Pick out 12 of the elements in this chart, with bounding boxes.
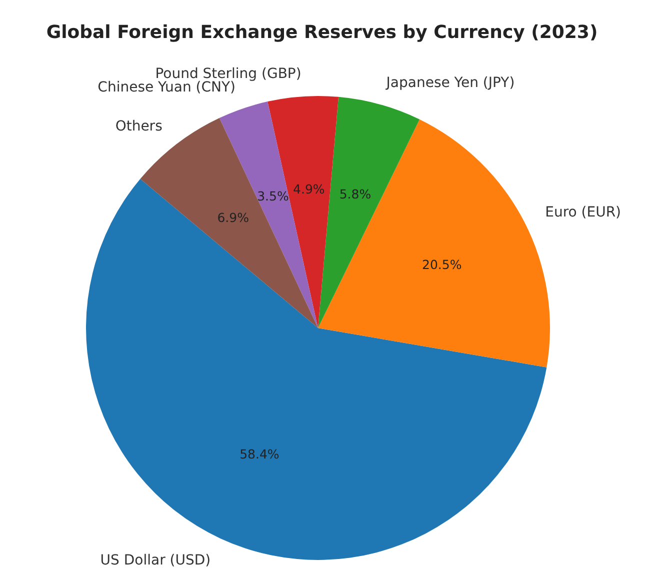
slice-label: US Dollar (USD) (100, 552, 211, 568)
data-label: 4.9% (293, 181, 325, 196)
slice-label: Euro (EUR) (545, 204, 622, 220)
data-label: 3.5% (257, 188, 289, 204)
chart-title: Global Foreign Exchange Reserves by Currency (2023) (46, 22, 598, 43)
data-label: 58.4% (240, 446, 280, 462)
data-label: 20.5% (422, 256, 462, 272)
data-label: 6.9% (217, 210, 250, 226)
slice-label: Japanese Yen (JPY) (385, 75, 515, 92)
slice-label: Chinese Yuan (CNY) (98, 79, 236, 96)
slice-label: Others (115, 118, 162, 135)
data-label: 5.8% (339, 186, 372, 202)
